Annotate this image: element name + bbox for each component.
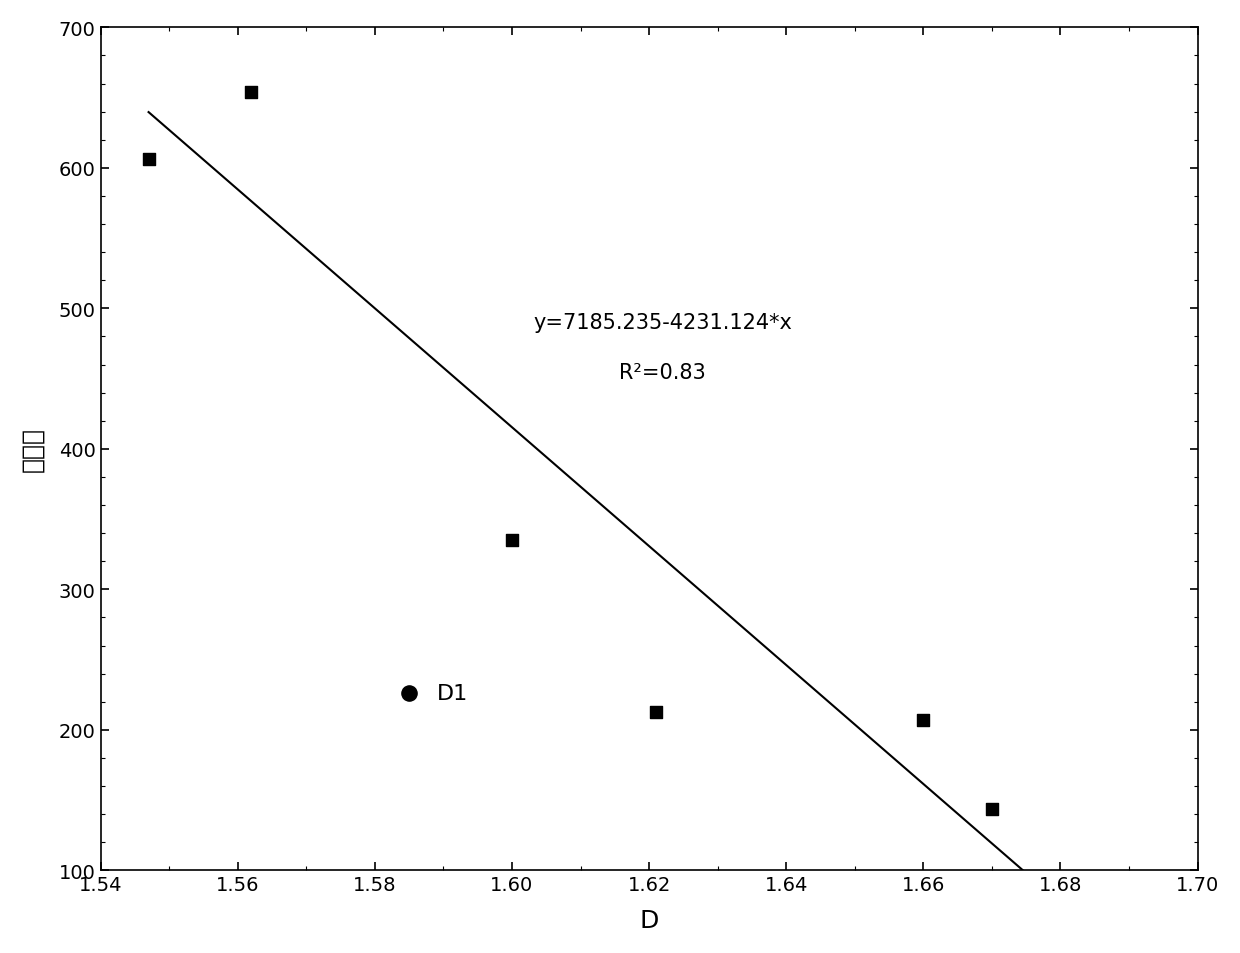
Text: R²=0.83: R²=0.83 (620, 362, 706, 382)
Text: D1: D1 (436, 683, 467, 703)
Y-axis label: 吸附量: 吸附量 (21, 427, 45, 472)
Point (982, 801, 1002, 817)
Point (914, 713, 934, 728)
Point (139, 152, 159, 168)
Text: y=7185.235-4231.124*x: y=7185.235-4231.124*x (533, 314, 792, 333)
Point (242, 85, 262, 100)
X-axis label: D: D (640, 908, 658, 932)
Point (502, 533, 522, 548)
Point (646, 704, 666, 720)
Point (399, 686, 419, 701)
